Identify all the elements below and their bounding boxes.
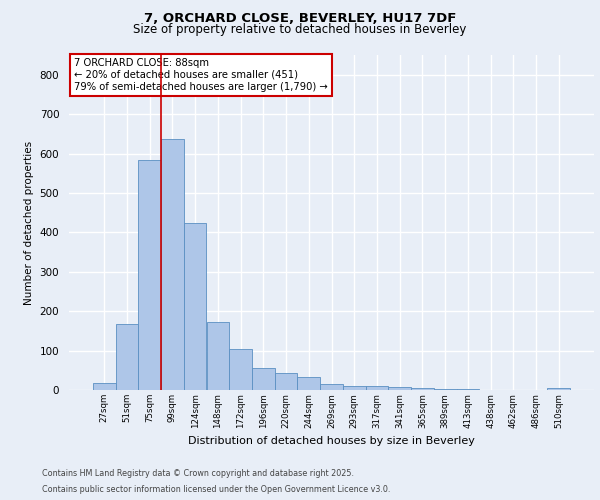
- Bar: [275, 374, 298, 390]
- Text: 7 ORCHARD CLOSE: 88sqm
← 20% of detached houses are smaller (451)
79% of semi-de: 7 ORCHARD CLOSE: 88sqm ← 20% of detached…: [74, 58, 328, 92]
- Bar: [343, 386, 365, 390]
- Text: 7, ORCHARD CLOSE, BEVERLEY, HU17 7DF: 7, ORCHARD CLOSE, BEVERLEY, HU17 7DF: [144, 12, 456, 26]
- Bar: [116, 324, 139, 390]
- Bar: [365, 386, 388, 390]
- X-axis label: Distribution of detached houses by size in Beverley: Distribution of detached houses by size …: [188, 436, 475, 446]
- Bar: [161, 138, 184, 390]
- Text: Contains HM Land Registry data © Crown copyright and database right 2025.: Contains HM Land Registry data © Crown c…: [42, 468, 354, 477]
- Bar: [184, 222, 206, 390]
- Text: Size of property relative to detached houses in Beverley: Size of property relative to detached ho…: [133, 22, 467, 36]
- Bar: [547, 388, 570, 390]
- Bar: [229, 348, 252, 390]
- Bar: [320, 384, 343, 390]
- Text: Contains public sector information licensed under the Open Government Licence v3: Contains public sector information licen…: [42, 485, 391, 494]
- Bar: [93, 383, 116, 390]
- Bar: [298, 378, 320, 390]
- Bar: [457, 389, 479, 390]
- Bar: [206, 322, 229, 390]
- Y-axis label: Number of detached properties: Number of detached properties: [24, 140, 34, 304]
- Bar: [434, 389, 457, 390]
- Bar: [411, 388, 434, 390]
- Bar: [388, 387, 411, 390]
- Bar: [139, 160, 161, 390]
- Bar: [252, 368, 275, 390]
